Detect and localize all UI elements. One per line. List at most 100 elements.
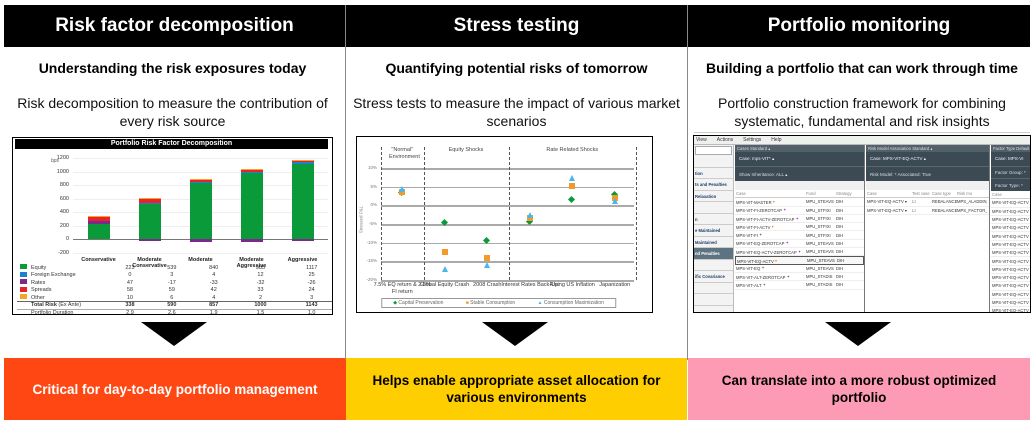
down-arrow-icon [825,322,891,346]
gridline [381,224,634,226]
sidebar-item[interactable] [694,283,733,294]
inheritance-filter[interactable]: Show Inheritance: ALL ▴ [735,166,864,181]
bar-segment [138,239,161,241]
group-label: "Normal" Environment [389,147,420,160]
cell-value: 42 [210,287,217,294]
menu-item-actions[interactable]: Actions [716,137,734,143]
test-case-checkbox[interactable]: ☐ [912,199,916,205]
table-row[interactable]: MPS-VIT-FI-ZEROTCAP ✦ MPU_STFIXI DIH [735,207,864,215]
column-header-cell[interactable]: Fund [806,191,816,197]
triangle-marker [569,175,576,182]
outcome-box: Helps enable appropriate asset allocatio… [346,358,687,420]
bar-segment [138,202,161,240]
table-row[interactable]: MPS-VIT-EQ-ACTV [991,216,1030,225]
triangle-marker [441,265,448,272]
cases-pane: Cases Standard ▴ Case: mps-VIT* ▴ Show Inh… [735,145,865,312]
table-row[interactable]: MPS-VIT-EQ-ZEROTCAP ✦ MPU_STEAVS DIH [735,240,864,249]
triangle-marker [484,262,491,269]
column-header-cell[interactable]: Strategy [836,191,852,197]
fund-cell: MPU_STFIXI [806,207,831,213]
case-cell: MPS-VIT-EQ ✦ [736,265,765,272]
table-row[interactable]: MPS-VIT-FI ✦ MPU_STFIXI DIH [735,231,864,240]
menu-item-view[interactable]: View [696,137,707,143]
sidebar-item[interactable]: e Maintained [694,225,733,237]
app-menu-bar: View Actions Settings Help [694,136,1030,145]
table-row[interactable]: MPS-VIT-EQ-ACTV [991,299,1030,308]
strategy-cell: DIH [836,265,844,271]
search-box[interactable] [695,146,732,155]
table-row[interactable]: MPS-VIT-EQ-ACTV [991,208,1030,216]
cell: REBALANCE [932,199,957,205]
table-row: Other 10 6 4 2 3 [17,294,332,302]
table-row[interactable]: MPS-VIT-ALT-ZEROTCAP ✦ MPU_STADIS DIH [735,273,864,282]
table-row[interactable]: MPS-VIT-EQ-ACTV [991,232,1030,241]
pane-tab[interactable]: Risk Model Association Standard ▴ [866,145,989,152]
case-selector[interactable]: Case: MPS-VIT-EQ-ACTV ▴ [866,152,989,166]
risk-model-filter[interactable]: Risk Model: * Associated: True [866,166,989,181]
category-label: Interest Rates Back-Up [501,282,559,288]
fund-cell: MPU_STEAVS [806,265,834,271]
sidebar-item[interactable]: tion [694,168,733,179]
table-row[interactable]: MPS-VIT-ALT ✦ MPU_STADIS DIH [735,281,864,290]
sidebar-item[interactable]: Relaxation [694,191,733,202]
factor-type-filter[interactable]: Factor Type: * [991,178,1030,191]
sidebar-item[interactable]: ific Covariance [694,271,733,283]
sidebar-item[interactable]: nd Penalties [694,248,733,260]
menu-item-help[interactable]: Help [771,137,782,143]
gridline [73,158,328,159]
risk-model-pane: Risk Model Association Standard ▴ Case: M… [866,145,990,312]
column-header-cell[interactable]: Risk mo [957,191,973,197]
table-row[interactable]: MPS-VIT-EQ-ACTV ▾ MPU_STEAVS DIH [735,256,864,265]
table-row[interactable]: MPS-VIT-EQ-ACTV [991,257,1030,266]
table-row[interactable]: MPS-VIT-EQ-ACTV [991,291,1030,299]
pane-tab[interactable]: Cases Standard ▴ [735,145,864,152]
strategy-cell: DIH [836,207,844,213]
test-case-checkbox[interactable]: ☐ [912,207,916,213]
bar-segment [87,224,110,240]
table-row[interactable]: MPS-VIT-FI-ACTV-ZEROTCAP ✦ MPU_STFIXI DIH [735,215,864,224]
sidebar-item[interactable] [694,202,733,214]
table-row[interactable]: MPS-VIT-EQ-ACTV [991,224,1030,233]
table-row[interactable]: MPS-VIT-EQ-ACTV [991,282,1030,291]
sidebar-item[interactable]: ts and Penalties [694,179,733,191]
column-header-cell[interactable]: Case [736,191,746,197]
table-row[interactable]: MPS-VIT-EQ-ACTV [991,249,1030,258]
table-row[interactable]: MPS-VIT-EQ-ACTV [991,266,1030,274]
pane-tab[interactable]: Factor Type Default [991,145,1030,152]
column-header-cell[interactable]: Case [867,191,877,197]
sidebar-item[interactable] [694,260,733,271]
sidebar-item[interactable] [694,156,733,168]
strategy-cell: DIH [836,232,844,238]
table-row[interactable]: MPS-VIT-EQ-ACTV-ZEROTCAP ✦ MPU_STEAVS DIH [735,248,864,257]
sidebar-item[interactable] [694,294,733,306]
column-header-cell[interactable]: Test case [912,191,930,197]
cell: MPS_ALADDIN_FI [957,199,987,205]
sidebar-item[interactable]: n [694,214,733,225]
cell-value: 1000 [234,301,287,309]
table-row[interactable]: MPS-VIT-MASTER ▾ MPU_STEAVS DIH [735,198,864,207]
case-selector[interactable]: Case: mps-VIT* ▴ [735,152,864,166]
table-row[interactable]: MPS-VIT-FI-ACTV ▾ MPU_STFIXI DIH [735,223,864,232]
table-row[interactable]: MPS-VIT-EQ-ACTV ▾ ☐ REBALANCEMPS_ALADDIN_F… [866,198,989,207]
strategy-cell: DIH [836,199,844,205]
column-header-cell[interactable]: Case type [932,191,951,197]
case-selector[interactable]: Case: MPS-VI [991,152,1030,166]
factor-group-filter[interactable]: Factor Group: * [991,166,1030,178]
table-row[interactable]: MPS-VIT-EQ-ACTV [991,307,1030,312]
legend-swatch [17,286,29,295]
column-header: Case [991,191,1030,200]
sidebar-item[interactable] [694,306,733,313]
triangle-marker [526,211,533,218]
table-row[interactable]: MPS-VIT-EQ ✦ MPU_STEAVS DIH [735,265,864,273]
table-row[interactable]: MPS-VIT-EQ-ACTV [991,274,1030,283]
sidebar-item[interactable]: Maintained [694,237,733,248]
table-row[interactable]: MPS-VIT-EQ-ACTV [991,241,1030,250]
menu-item-settings[interactable]: Settings [743,137,762,143]
spacer [866,181,989,190]
cell: REBALANCE [932,207,957,213]
fund-cell: MPU_STFIXI [806,232,831,238]
bar-segment [87,221,110,225]
case-cell: MPS-VIT-EQ-ACTV-ZEROTCAP ✦ [736,248,802,255]
table-row[interactable]: MPS-VIT-EQ-ACTV [991,199,1030,208]
